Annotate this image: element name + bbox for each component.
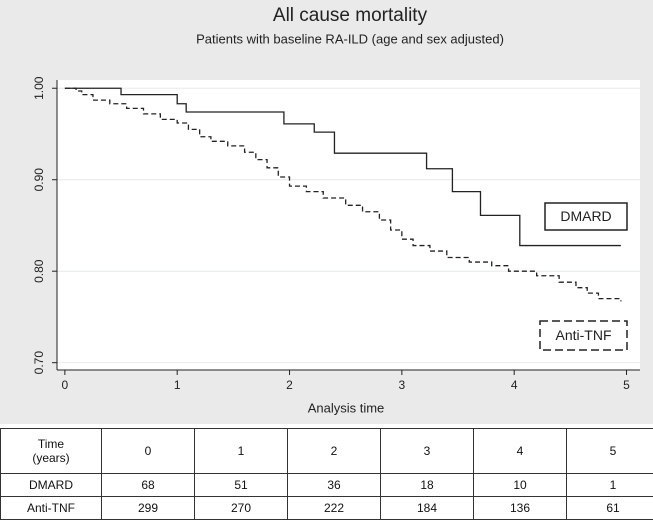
legend-label: DMARD (560, 208, 611, 224)
y-tick-label: 0.70 (32, 351, 46, 375)
table-row: DMARD 68 51 36 18 10 1 (0, 473, 653, 497)
table-cell: 61 (566, 496, 653, 520)
table-row: Time (years) 0 1 2 3 4 5 (0, 428, 653, 474)
table-cell: 136 (473, 496, 567, 520)
x-tick-label: 2 (286, 378, 293, 392)
table-cell: 270 (194, 496, 288, 520)
risk-table: Time (years) 0 1 2 3 4 5 DMARD 68 51 36 18 10 1 Anti-T… (0, 428, 653, 520)
x-tick-label: 5 (623, 378, 630, 392)
table-cell: 5 (566, 428, 653, 474)
y-tick-label: 1.00 (32, 76, 46, 100)
table-cell: Time (years) (0, 428, 102, 474)
table-cell: 1 (566, 473, 653, 497)
table-cell: DMARD (0, 473, 102, 497)
table-cell: 2 (287, 428, 381, 474)
legend-box (544, 202, 628, 231)
legend-label: Anti-TNF (556, 327, 612, 343)
table-cell: 68 (101, 473, 195, 497)
chart: All cause mortality Patients with baseli… (0, 0, 653, 424)
table-cell: 4 (473, 428, 567, 474)
y-tick-label: 0.90 (32, 168, 46, 192)
table-cell: 222 (287, 496, 381, 520)
x-tick-label: 0 (62, 378, 69, 392)
table-cell: 36 (287, 473, 381, 497)
x-axis-title: Analysis time (308, 400, 385, 415)
table-cell: 10 (473, 473, 567, 497)
table-cell: 51 (194, 473, 288, 497)
table-row: Anti-TNF 299 270 222 184 136 61 (0, 496, 653, 520)
table-cell: 18 (380, 473, 474, 497)
x-tick-label: 1 (174, 378, 181, 392)
survival-curve (64, 87, 621, 247)
x-tick-label: 4 (511, 378, 518, 392)
legend-box (539, 320, 628, 351)
table-cell: 0 (101, 428, 195, 474)
table-cell: 1 (194, 428, 288, 474)
survival-curve (64, 87, 622, 302)
table-cell: 184 (380, 496, 474, 520)
y-tick-label: 0.80 (32, 259, 46, 283)
chart-subtitle: Patients with baseline RA-ILD (age and s… (196, 31, 504, 46)
table-cell: 3 (380, 428, 474, 474)
table-cell: 299 (101, 496, 195, 520)
x-tick-label: 3 (399, 378, 406, 392)
table-cell: Anti-TNF (0, 496, 102, 520)
chart-title: All cause mortality (273, 5, 428, 26)
